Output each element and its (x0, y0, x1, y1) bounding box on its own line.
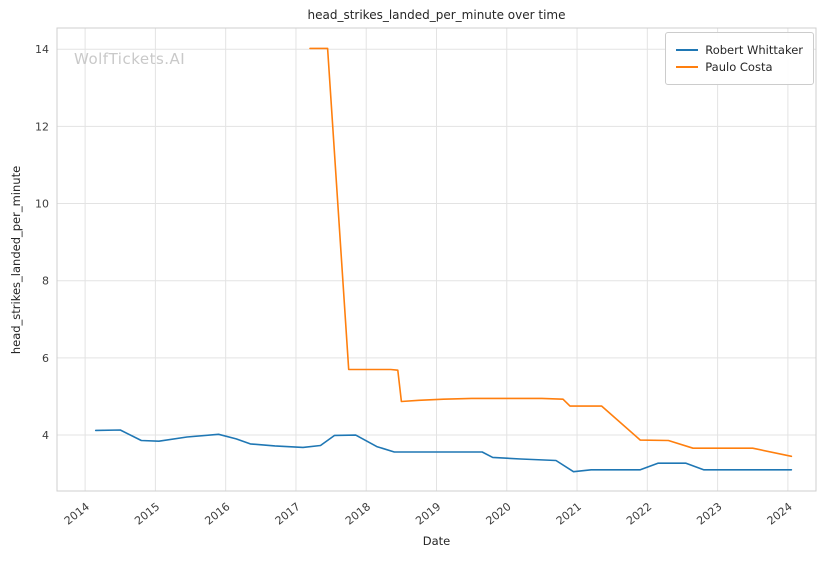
x-tick-label: 2018 (343, 500, 373, 527)
chart-title: head_strikes_landed_per_minute over time (307, 8, 566, 22)
x-axis-label: Date (422, 534, 451, 548)
x-tick-label: 2015 (132, 500, 162, 527)
legend-item-robert-whittaker: Robert Whittaker (676, 43, 803, 57)
x-tick-label: 2024 (765, 500, 795, 527)
plot-border (56, 27, 817, 492)
legend-label-robert-whittaker: Robert Whittaker (705, 43, 803, 57)
legend-label-paulo-costa: Paulo Costa (705, 60, 773, 74)
y-tick-label: 12 (35, 120, 49, 133)
y-axis-label: head_strikes_landed_per_minute (9, 165, 23, 355)
legend: Robert Whittaker Paulo Costa (665, 32, 814, 85)
x-tick-label: 2016 (202, 500, 232, 527)
series-line-robert-whittaker (94, 429, 793, 473)
y-tick-label: 8 (42, 275, 49, 288)
x-tick-label: 2014 (62, 500, 92, 527)
y-tick-label: 4 (42, 429, 49, 442)
x-tick-label: 2020 (484, 500, 514, 527)
y-tick-label: 10 (35, 198, 49, 211)
x-tick-label: 2022 (624, 500, 654, 527)
legend-line-paulo-costa (676, 66, 699, 68)
y-tick-label: 14 (35, 43, 49, 56)
x-tick-label: 2019 (413, 500, 443, 527)
y-tick-label: 6 (42, 352, 49, 365)
x-tick-label: 2017 (273, 500, 303, 527)
x-tick-label: 2021 (554, 500, 584, 527)
watermark: WolfTickets.AI (74, 50, 186, 68)
x-tick-label: 2023 (694, 500, 724, 527)
series-line-paulo-costa (309, 47, 793, 458)
legend-item-paulo-costa: Paulo Costa (676, 60, 803, 74)
legend-line-robert-whittaker (676, 49, 699, 51)
